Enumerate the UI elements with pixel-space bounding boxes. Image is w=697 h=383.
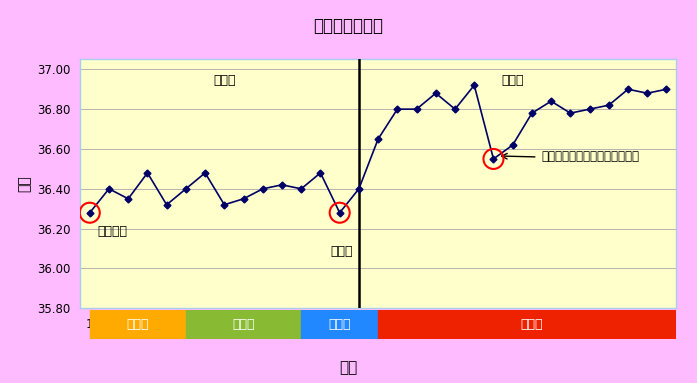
Bar	[301, 310, 378, 339]
Bar	[90, 310, 186, 339]
Text: 月経期: 月経期	[127, 318, 149, 331]
Text: 排卵日: 排卵日	[330, 245, 353, 258]
Text: 黄体期: 黄体期	[521, 318, 543, 331]
Text: 高温期: 高温期	[501, 74, 524, 87]
Text: 低温期: 低温期	[213, 74, 236, 87]
Bar	[378, 310, 686, 339]
Bar	[186, 310, 301, 339]
Text: インプランテーションディップ: インプランテーションディップ	[542, 151, 640, 164]
Text: 排卵期: 排卵期	[328, 318, 351, 331]
Text: 基礎体温グラフ: 基礎体温グラフ	[314, 17, 383, 35]
Text: 卵胞期: 卵胞期	[232, 318, 255, 331]
Text: 生理開始: 生理開始	[98, 225, 128, 238]
Text: 日付: 日付	[339, 360, 358, 375]
Y-axis label: 体温: 体温	[17, 175, 31, 192]
